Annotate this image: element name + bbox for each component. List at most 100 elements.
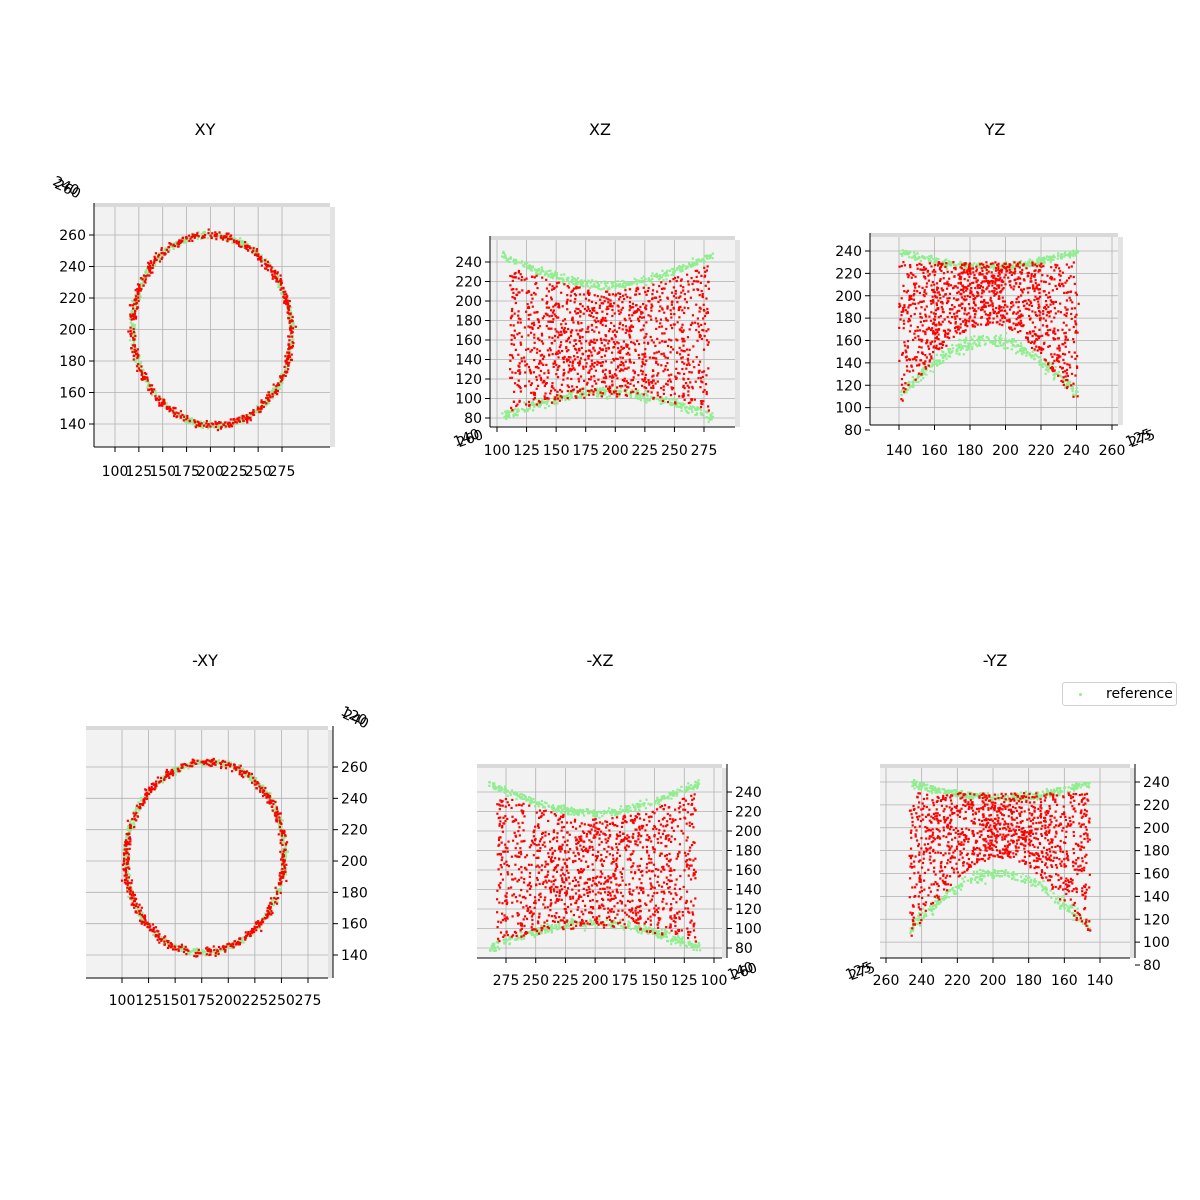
y-tick-label: 160 [59, 386, 86, 402]
prediction-point [662, 352, 665, 355]
prediction-point [691, 314, 695, 317]
reference-point [636, 390, 639, 393]
prediction-point [616, 341, 619, 344]
prediction-point [586, 355, 590, 358]
reference-point [266, 400, 270, 403]
reference-point [261, 403, 264, 406]
reference-point [577, 395, 580, 399]
prediction-point [570, 318, 574, 321]
prediction-point [614, 343, 617, 346]
prediction-point [628, 317, 631, 320]
prediction-point [511, 371, 514, 374]
prediction-point [592, 393, 595, 396]
prediction-point [959, 282, 962, 285]
reference-point [700, 413, 703, 416]
reference-point [684, 267, 687, 270]
prediction-point [129, 315, 132, 318]
prediction-point [543, 372, 546, 375]
reference-point [1025, 351, 1028, 354]
prediction-point [629, 306, 632, 309]
prediction-point [619, 296, 622, 299]
prediction-point [999, 276, 1002, 279]
prediction-point [633, 343, 637, 346]
prediction-point [1053, 316, 1056, 319]
prediction-point [625, 343, 628, 346]
reference-point [242, 245, 246, 249]
prediction-point [229, 418, 232, 421]
prediction-point [549, 309, 553, 312]
y-tick-label: 240 [835, 244, 862, 260]
prediction-point [275, 280, 278, 283]
prediction-point [150, 387, 153, 391]
reference-point [289, 322, 292, 326]
prediction-point [673, 276, 677, 280]
prediction-point [132, 336, 135, 339]
prediction-point [983, 266, 986, 269]
prediction-point [675, 360, 678, 363]
prediction-point [623, 379, 626, 383]
reference-point [599, 387, 602, 390]
reference-point [217, 234, 220, 238]
prediction-point [937, 291, 940, 294]
prediction-point [956, 315, 959, 318]
prediction-point [613, 334, 617, 337]
prediction-point [213, 234, 216, 237]
prediction-point [226, 240, 229, 243]
reference-point [506, 416, 509, 419]
prediction-point [550, 314, 553, 317]
reference-point [913, 255, 917, 259]
prediction-point [691, 282, 694, 286]
reference-point [930, 256, 933, 259]
prediction-point [629, 336, 632, 339]
prediction-point [596, 295, 599, 298]
reference-point [675, 403, 678, 406]
reference-point [596, 281, 599, 285]
prediction-point [906, 289, 910, 292]
prediction-point [578, 286, 581, 289]
reference-point [1042, 262, 1046, 265]
prediction-point [572, 360, 575, 363]
prediction-point [251, 251, 254, 254]
prediction-point [557, 349, 560, 353]
prediction-point [601, 360, 604, 364]
reference-point [565, 278, 569, 281]
prediction-point [688, 363, 691, 367]
prediction-point [622, 364, 625, 367]
prediction-point [169, 242, 172, 246]
prediction-point [519, 371, 522, 374]
prediction-point [205, 422, 208, 425]
reference-point [1039, 260, 1042, 263]
prediction-point [934, 294, 937, 298]
reference-point [1050, 256, 1053, 260]
prediction-point [662, 392, 665, 395]
prediction-point [148, 264, 152, 268]
prediction-point [133, 338, 136, 341]
prediction-point [207, 228, 210, 231]
prediction-point [703, 388, 706, 392]
prediction-point [535, 274, 538, 277]
prediction-point [632, 376, 635, 379]
reference-point [269, 390, 272, 393]
prediction-point [134, 289, 137, 292]
reference-point [965, 267, 968, 270]
reference-point [920, 370, 923, 374]
prediction-point [541, 276, 544, 279]
reference-point [528, 405, 532, 409]
prediction-point [579, 357, 583, 360]
reference-point [634, 396, 637, 400]
prediction-point [1033, 340, 1037, 343]
prediction-point [929, 319, 933, 322]
prediction-point [912, 294, 915, 297]
prediction-point [1070, 317, 1073, 320]
prediction-point [658, 325, 661, 329]
prediction-point [539, 376, 543, 380]
prediction-point [588, 292, 591, 295]
reference-point [141, 279, 144, 282]
prediction-point [1075, 293, 1079, 296]
prediction-point [287, 348, 290, 351]
reference-point [623, 281, 626, 284]
prediction-point [971, 267, 975, 270]
prediction-point [698, 335, 701, 339]
reference-point [182, 239, 186, 242]
reference-point [154, 260, 157, 263]
